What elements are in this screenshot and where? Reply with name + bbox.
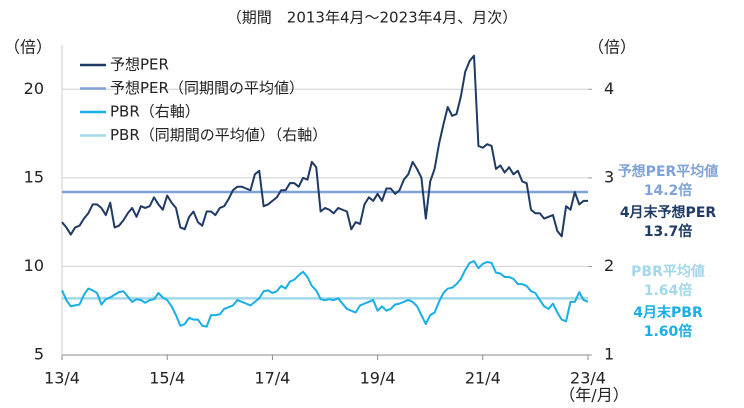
y-tick-label: 20: [24, 79, 44, 98]
legend-label: PBR（同期間の平均値）（右軸）: [110, 126, 327, 144]
x-tick-label: 13/4: [44, 369, 80, 388]
x-tick-label: 15/4: [149, 369, 185, 388]
x-axis-label: （年/月）: [559, 386, 628, 405]
annotation: 13.7倍: [644, 223, 693, 240]
chart-subtitle: （期間 2013年4月～2023年4月、月次）: [227, 9, 517, 27]
annotation: 1.64倍: [644, 282, 693, 299]
y-tick-label: 5: [34, 345, 44, 364]
annotation: 4月末予想PER: [620, 204, 717, 221]
annotation: 4月末PBR: [633, 304, 703, 321]
legend-label: PBR（右軸）: [110, 103, 200, 121]
y-axis-label: （倍）: [4, 38, 52, 57]
legend-label: 予想PER（同期間の平均値）: [110, 79, 304, 97]
y2-tick-label: 2: [604, 256, 614, 275]
y2-tick-label: 4: [604, 79, 614, 98]
x-tick-label: 23/4: [570, 369, 606, 388]
annotation: 予想PER平均値: [618, 163, 719, 180]
y2-tick-label: 3: [604, 167, 614, 186]
series-line: [61, 54, 588, 238]
legend-label: 予想PER: [110, 56, 169, 74]
y-tick-label: 15: [24, 167, 44, 186]
series-line: [61, 260, 589, 328]
annotation: PBR平均値: [631, 263, 705, 280]
x-tick-label: 17/4: [254, 369, 290, 388]
annotation: 1.60倍: [644, 323, 693, 340]
y2-axis-label: （倍）: [588, 38, 636, 57]
annotation: 14.2倍: [644, 182, 693, 199]
x-tick-label: 19/4: [360, 369, 396, 388]
x-tick-label: 21/4: [465, 369, 501, 388]
y-tick-label: 10: [24, 256, 44, 275]
y2-tick-label: 1: [604, 345, 614, 364]
